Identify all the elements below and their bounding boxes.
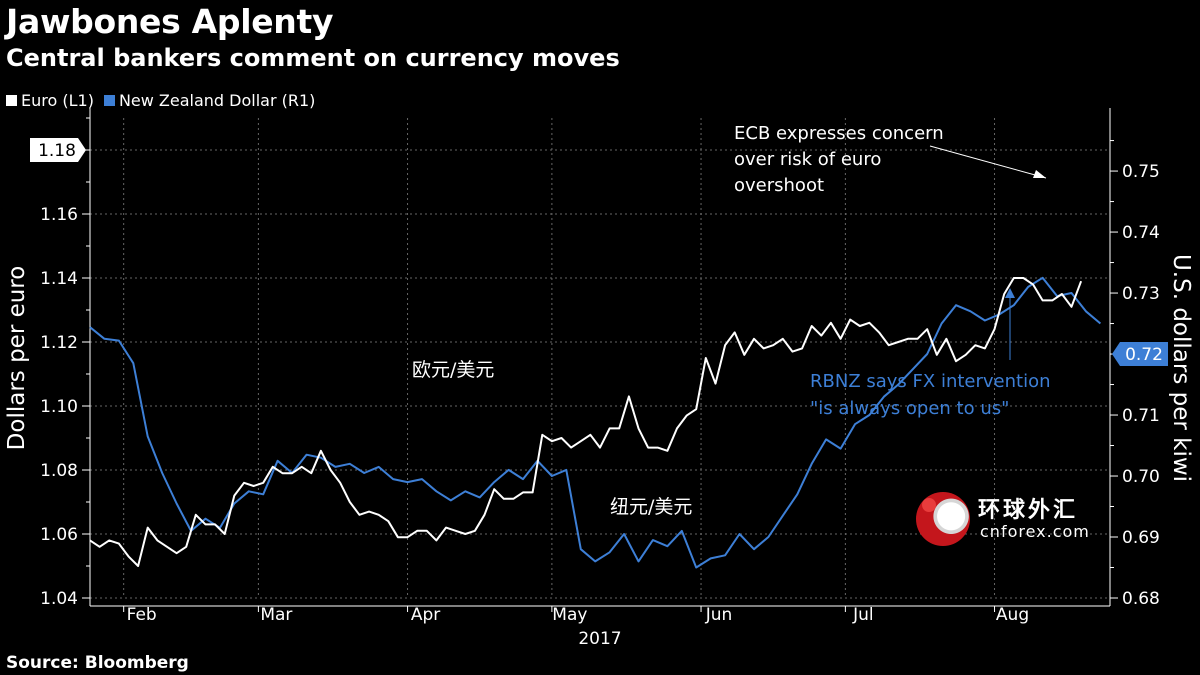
nzd-last-value-tag <box>1112 342 1168 367</box>
legend-label-euro: Euro (L1) <box>21 91 94 110</box>
right-tick-label: 0.71 <box>1122 406 1160 426</box>
x-axis-label: 2017 <box>578 629 621 649</box>
source-note: Source: Bloomberg <box>6 653 189 673</box>
annotation-ecb-line: ECB expresses concern <box>734 123 944 144</box>
annotation-ecb-arrowhead <box>1033 170 1046 178</box>
watermark-en-text: cnforex.com <box>980 522 1090 541</box>
nzd-last-value-label: 0.72 <box>1125 345 1163 365</box>
legend: Euro (L1) New Zealand Dollar (R1) <box>6 91 325 110</box>
legend-swatch-nzd <box>103 95 115 106</box>
chart-subtitle: Central bankers comment on currency move… <box>6 44 620 72</box>
euro-series-line <box>89 277 1083 567</box>
right-tick-label: 0.75 <box>1122 162 1160 182</box>
watermark: 环球外汇 cnforex.com <box>916 490 1096 550</box>
x-tick-label: Mar <box>260 605 292 625</box>
chart-title: Jawbones Aplenty <box>6 2 334 41</box>
y-left-axis-title: Dollars per euro <box>4 266 30 451</box>
x-tick-label: Feb <box>127 605 157 625</box>
right-tick-label: 0.69 <box>1122 528 1160 548</box>
annotation-rbnz-arrowhead <box>1005 288 1015 298</box>
legend-item-euro: Euro (L1) <box>6 91 94 110</box>
legend-swatch-euro <box>6 95 17 106</box>
legend-item-nzd: New Zealand Dollar (R1) <box>103 91 316 110</box>
euro-last-value-label: 1.18 <box>38 141 76 161</box>
annotation-nzd-cn: 纽元/美元 <box>610 496 692 518</box>
annotation-rbnz-line: "is always open to us" <box>810 398 1009 419</box>
left-tick-label: 1.08 <box>40 461 78 481</box>
x-tick-label: Jun <box>705 605 733 625</box>
left-tick-label: 1.16 <box>40 205 78 225</box>
watermark-dot-icon <box>922 498 936 512</box>
x-tick-label: May <box>552 605 587 625</box>
x-tick-label: Aug <box>996 605 1029 625</box>
y-right-axis-title: U.S. dollars per kiwi <box>1168 254 1194 482</box>
legend-label-nzd: New Zealand Dollar (R1) <box>118 91 316 110</box>
right-tick-label: 0.70 <box>1122 467 1160 487</box>
x-tick-label: Jul <box>852 605 874 625</box>
euro-last-value-tag <box>30 138 86 162</box>
annotation-euro-cn: 欧元/美元 <box>412 359 494 381</box>
annotation-ecb-line: over risk of euro <box>734 149 881 170</box>
left-tick-label: 1.14 <box>40 269 78 289</box>
left-tick-label: 1.04 <box>40 589 78 609</box>
left-tick-label: 1.12 <box>40 333 78 353</box>
right-tick-label: 0.68 <box>1122 589 1160 609</box>
left-tick-label: 1.10 <box>40 397 78 417</box>
annotation-rbnz-line: RBNZ says FX intervention <box>810 371 1051 392</box>
x-tick-label: Apr <box>411 605 440 625</box>
annotation-ecb-line: overshoot <box>734 175 824 196</box>
right-tick-label: 0.74 <box>1122 223 1160 243</box>
right-tick-label: 0.73 <box>1122 284 1160 304</box>
annotation-ecb-arrow <box>929 145 1047 179</box>
left-tick-label: 1.06 <box>40 525 78 545</box>
watermark-cn-text: 环球外汇 <box>978 498 1079 523</box>
